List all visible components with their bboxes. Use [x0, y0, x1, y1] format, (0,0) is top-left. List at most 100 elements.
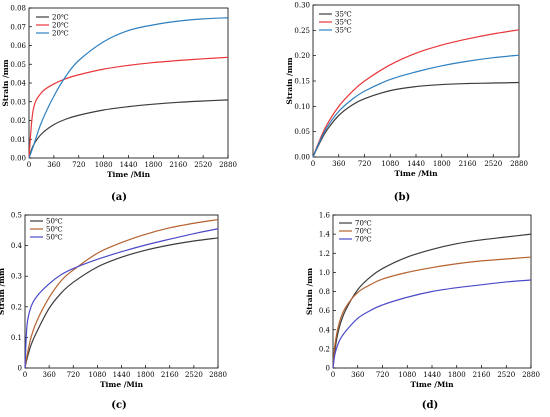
x-tick-label: 1800	[448, 371, 466, 379]
x-tick-label: 1440	[407, 160, 425, 168]
legend-entry: 70℃	[355, 220, 372, 228]
y-tick-label: 0.02	[10, 117, 26, 125]
x-tick-label: 360	[47, 161, 60, 169]
x-tick-label: 1440	[120, 161, 138, 169]
legend-entry: 35℃	[335, 11, 352, 19]
y-axis-label: Strain /mm	[1, 59, 10, 106]
x-tick-label: 0	[311, 160, 315, 168]
y-tick-label: 0.07	[10, 23, 26, 31]
y-tick-label: 0.03	[10, 98, 26, 106]
y-tick-label: 0.04	[10, 80, 26, 88]
y-tick-label: 0.2	[319, 345, 330, 353]
x-tick-label: 2160	[473, 371, 491, 379]
y-tick-label: 0.15	[294, 78, 310, 86]
x-tick-label: 2880	[209, 371, 227, 379]
series-line-3	[332, 279, 532, 369]
x-tick-label: 0	[331, 371, 335, 379]
x-tick-label: 2880	[219, 161, 237, 169]
y-tick-label: 0.25	[294, 27, 310, 35]
y-tick-label: 0.1	[11, 334, 22, 342]
x-tick-label: 1080	[88, 371, 106, 379]
y-tick-label: 0.2	[11, 303, 22, 311]
y-tick-label: 0.06	[10, 42, 26, 50]
series-line-2	[28, 56, 229, 159]
y-tick-label: 1.0	[319, 269, 330, 277]
legend-entry: 20℃	[52, 14, 69, 22]
y-tick-label: 0.4	[11, 242, 23, 250]
y-tick-label: 0.01	[10, 136, 26, 144]
y-tick-label: 0.8	[319, 288, 330, 296]
x-tick-label: 1800	[137, 371, 155, 379]
x-tick-label: 360	[351, 371, 364, 379]
y-axis-label: Strain /mm	[0, 268, 6, 315]
x-tick-label: 1800	[144, 161, 162, 169]
y-tick-label: 0	[326, 365, 330, 373]
x-tick-label: 2520	[194, 161, 212, 169]
legend: 20℃20℃20℃	[36, 14, 69, 38]
legend-entry: 70℃	[355, 236, 372, 244]
y-tick-label: 0.00	[10, 155, 26, 163]
legend: 35℃35℃35℃	[319, 11, 352, 35]
x-tick-label: 720	[376, 371, 389, 379]
x-tick-label: 2880	[522, 371, 540, 379]
x-tick-label: 2520	[185, 371, 203, 379]
x-tick-label: 720	[358, 160, 371, 168]
x-tick-label: 360	[332, 160, 345, 168]
y-tick-label: 0	[18, 365, 22, 373]
legend-entry: 20℃	[52, 22, 69, 30]
y-tick-label: 0.00	[294, 154, 310, 162]
series-line-1	[24, 237, 219, 369]
x-tick-label: 360	[42, 371, 55, 379]
x-tick-label: 720	[67, 371, 80, 379]
legend-entry: 35℃	[335, 19, 352, 27]
x-tick-label: 2520	[484, 160, 502, 168]
series-line-1	[332, 233, 532, 369]
panel-label: (b)	[394, 192, 410, 203]
legend: 50℃50℃50℃	[30, 218, 63, 242]
x-tick-label: 2160	[161, 371, 179, 379]
x-tick-label: 1800	[433, 160, 451, 168]
y-tick-label: 1.6	[319, 212, 331, 220]
chart-panel-d: 0 360 720 1080 1440 1800 2160 2520 2880 0 0.2 0.4 0.…	[305, 212, 540, 412]
x-tick-label: 2880	[510, 160, 528, 168]
chart-panel-c: 0 360 720 1080 1440 1800 2160 2520 2880 0 0.1 0.2 0.…	[0, 212, 227, 412]
x-tick-label: 1440	[423, 371, 441, 379]
x-axis-label: Time /Min	[394, 169, 438, 178]
x-tick-label: 1080	[398, 371, 416, 379]
x-tick-label: 720	[72, 161, 85, 169]
legend-entry: 50℃	[46, 218, 63, 226]
y-tick-label: 0.6	[319, 307, 331, 315]
x-tick-label: 2160	[169, 161, 187, 169]
legend-entry: 35℃	[335, 27, 352, 35]
x-tick-label: 1080	[381, 160, 399, 168]
series-line-3	[24, 228, 219, 369]
legend-entry: 50℃	[46, 226, 63, 234]
chart-panel-b: 0 360 720 1080 1440 1800 2160 2520 2880 0.00 0.05 0…	[285, 2, 528, 204]
x-tick-label: 1440	[113, 371, 131, 379]
y-tick-label: 0.05	[294, 128, 310, 136]
series-line-3	[312, 54, 520, 158]
series-line-2	[332, 256, 532, 369]
legend-entry: 20℃	[52, 30, 69, 38]
y-tick-label: 0.30	[294, 2, 310, 10]
x-axis-label: Time /Min	[100, 380, 144, 389]
y-tick-label: 0.20	[294, 52, 310, 60]
series-line-2	[24, 218, 219, 369]
y-tick-label: 0.10	[294, 103, 310, 111]
legend-entry: 70℃	[355, 228, 372, 236]
y-tick-label: 0.05	[10, 61, 26, 69]
y-axis-label: Strain /mm	[305, 268, 314, 315]
y-tick-label: 0.3	[11, 273, 22, 281]
x-axis-label: Time /Min	[107, 170, 151, 179]
y-tick-label: 0.4	[319, 326, 331, 334]
x-tick-label: 2520	[497, 371, 515, 379]
y-tick-label: 0.08	[10, 5, 26, 13]
x-axis-label: Time /Min	[410, 380, 454, 389]
series-line-1	[312, 81, 520, 158]
y-axis-label: Strain /mm	[285, 57, 294, 104]
y-tick-label: 1.2	[319, 250, 330, 258]
series-line-1	[28, 99, 229, 159]
y-tick-label: 0.5	[11, 212, 22, 220]
legend: 70℃70℃70℃	[339, 220, 372, 244]
